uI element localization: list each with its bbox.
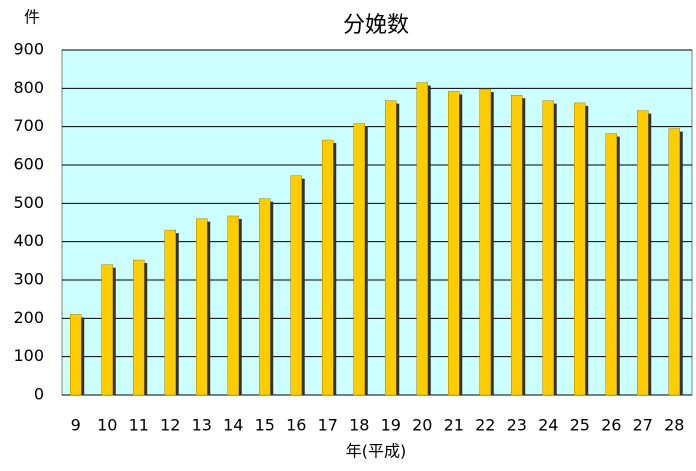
bar (290, 175, 302, 396)
bar (511, 94, 523, 396)
bar (479, 88, 491, 396)
bar (385, 100, 397, 396)
chart-title: 分娩数 (343, 13, 409, 38)
x-tick-label: 20 (412, 416, 432, 435)
bar (70, 314, 82, 396)
bar (574, 102, 586, 396)
y-tick-label: 100 (13, 346, 44, 365)
bar (101, 264, 113, 396)
x-tick-label: 27 (633, 416, 653, 435)
x-tick-label: 9 (71, 416, 81, 435)
x-tick-label: 19 (381, 416, 401, 435)
x-tick-label: 17 (318, 416, 338, 435)
y-tick-label: 300 (13, 270, 44, 289)
x-tick-label: 28 (664, 416, 684, 435)
x-tick-label: 10 (97, 416, 117, 435)
x-tick-label: 25 (570, 416, 590, 435)
bar (133, 259, 145, 396)
y-tick-label: 600 (13, 155, 44, 174)
bar (353, 123, 365, 396)
x-tick-label: 16 (286, 416, 306, 435)
bar (259, 198, 271, 396)
x-tick-label: 24 (538, 416, 558, 435)
x-tick-label: 22 (475, 416, 495, 435)
y-tick-label: 0 (34, 385, 44, 404)
bar (605, 133, 617, 396)
x-axis-label: 年(平成) (346, 442, 407, 461)
bar (416, 82, 428, 396)
y-tick-label: 200 (13, 308, 44, 327)
x-tick-label: 14 (223, 416, 243, 435)
x-tick-label: 23 (507, 416, 527, 435)
x-tick-label: 12 (160, 416, 180, 435)
x-tick-label: 21 (444, 416, 464, 435)
x-tick-label: 18 (349, 416, 369, 435)
y-tick-label: 800 (13, 78, 44, 97)
x-tick-label: 13 (192, 416, 212, 435)
plot-area (61, 49, 693, 396)
y-axis-label: 件 (24, 8, 40, 27)
bar (227, 215, 239, 396)
y-tick-label: 700 (13, 116, 44, 135)
y-tick-label: 500 (13, 193, 44, 212)
y-tick-label: 400 (13, 231, 44, 250)
bar (164, 229, 176, 396)
bar (668, 128, 680, 396)
bar (542, 100, 554, 396)
bar (322, 139, 334, 396)
x-tick-label: 26 (601, 416, 621, 435)
y-tick-label: 900 (13, 40, 44, 59)
bar (196, 218, 208, 396)
bar (637, 110, 649, 396)
x-tick-label: 11 (129, 416, 149, 435)
x-tick-label: 15 (255, 416, 275, 435)
bar (448, 91, 460, 396)
